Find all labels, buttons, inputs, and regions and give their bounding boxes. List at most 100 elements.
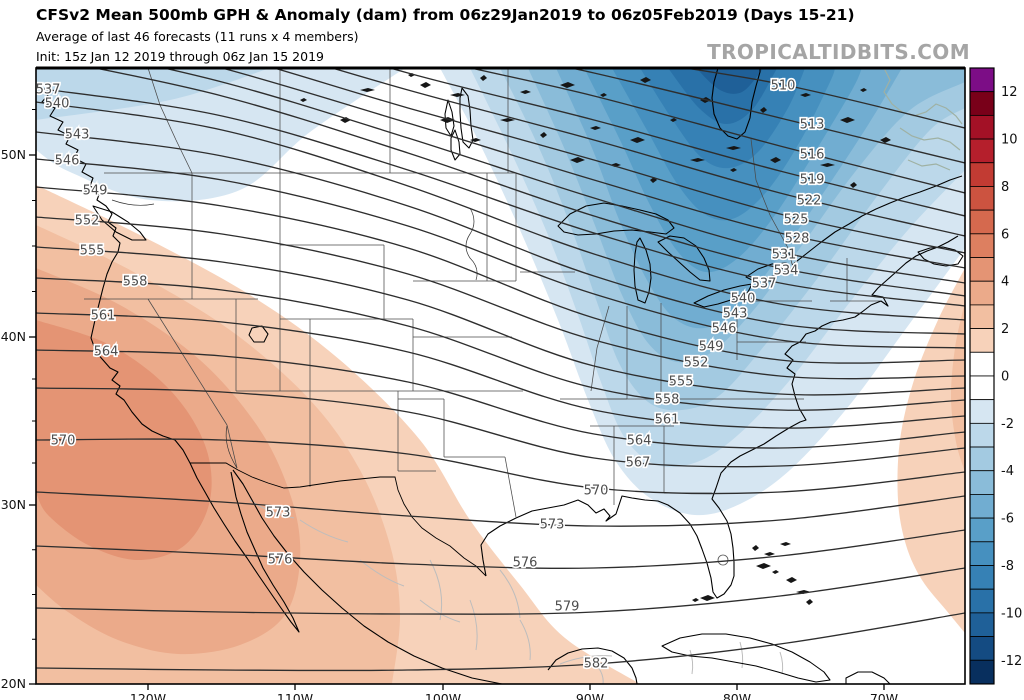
colorbar-cell [969,565,995,590]
colorbar-cell [969,422,995,448]
contour-552 [36,216,965,380]
colorbar-tick--4: -4 [1001,464,1014,479]
contour-label-540: 540 [731,292,756,307]
contour-525 [271,68,965,254]
contour-label-564: 564 [627,434,652,449]
contour-label-579: 579 [555,600,580,615]
watermark: TROPICALTIDBITS.COM [707,40,970,64]
lon-label-90W: 90W [576,691,604,700]
colorbar-cell [969,351,995,377]
colorbar-cell [969,186,995,211]
height-contours [36,68,965,672]
map-area: 5105135165195225255285315345375375405405… [36,68,965,684]
lon-label-120W: 120W [130,691,166,700]
colorbar-cell [969,375,995,401]
contour-558 [36,277,965,411]
contour-label-552: 552 [75,214,100,229]
colorbar-cell [969,399,995,424]
anomaly-region-nw-neg-2 [36,68,270,120]
colorbar-cell [969,138,995,164]
colorbar-cell [969,659,995,685]
axes: 50N 40N 30N 20N 120W 110W 100W 90W 80W 70W [1,109,898,700]
colorbar-tick-6: 6 [1001,227,1009,242]
contour-label-558: 558 [655,393,680,408]
contour-534 [92,68,965,297]
contour-label-525: 525 [784,213,809,228]
colorbar-cell [969,304,995,329]
colorbar-tick-4: 4 [1001,275,1009,290]
contour-label-573: 573 [540,518,565,533]
colorbar-cell [969,541,995,566]
contour-513 [568,68,965,164]
contour-531 [161,68,965,284]
page-title: CFSv2 Mean 500mb GPH & Anomaly (dam) fro… [36,6,855,24]
contour-516 [467,68,965,194]
contour-label-570: 570 [584,484,609,499]
anomaly-region-pos-4 [36,320,212,560]
contour-546 [36,158,965,349]
contour-label-555: 555 [669,375,694,390]
colorbar-tick-12: 12 [1001,85,1018,100]
anomaly-region-atlantic-pos-2 [950,302,965,472]
colorbar: 12 10 8 6 4 2 0 -2 -4 -6 -8 -10 -12 [969,67,1022,685]
contour-label-549: 549 [699,340,724,355]
colorbar-cell [969,67,995,93]
contour-543 [36,131,965,335]
contour-label-564: 564 [94,345,119,360]
subtitle: Average of last 46 forecasts (11 runs x … [36,29,359,44]
contour-label-531: 531 [772,248,797,263]
geography [36,68,964,684]
contour-label-576: 576 [268,553,293,568]
colorbar-cell [969,257,995,282]
contour-label-534: 534 [774,264,799,279]
colorbar-cell [969,209,995,235]
contour-582 [36,612,965,672]
colorbar-cell [969,494,995,519]
colorbar-cell [969,114,995,140]
contour-label-543: 543 [723,307,748,322]
colorbar-tick-10: 10 [1001,133,1018,148]
colorbar-cell [969,446,995,472]
contour-label-546: 546 [712,322,737,337]
contour-label-558: 558 [123,275,148,290]
init-line: Init: 15z Jan 12 2019 through 06z Jan 15… [36,49,324,64]
contour-573 [36,491,965,527]
contour-label-510: 510 [771,79,796,94]
contour-label-528: 528 [785,232,810,247]
contour-510 [681,68,965,129]
contour-labels: 5105135165195225255285315345375375405405… [36,77,826,673]
colorbar-tick--12: -12 [1001,654,1022,669]
contour-567 [36,387,965,468]
contour-label-513: 513 [800,118,825,133]
contour-561 [36,312,965,429]
colorbar-cell [969,470,995,495]
contour-555 [36,246,965,396]
contour-537 [36,87,965,307]
lon-label-110W: 110W [277,691,313,700]
contour-label-552: 552 [684,356,709,371]
contour-label-537: 537 [752,277,777,292]
anomaly-shading [36,68,965,684]
contour-label-555: 555 [80,244,105,259]
contour-label-516: 516 [800,148,825,163]
colorbar-cell [969,280,995,306]
contour-label-537: 537 [36,83,61,98]
contour-522 [329,68,965,237]
contour-579 [36,567,965,615]
colorbar-cell [969,588,995,614]
anomaly-region-atlantic-pos-1 [897,268,965,633]
contour-label-567: 567 [626,456,651,471]
contour-564 [36,349,965,449]
contour-549 [36,186,965,364]
contour-label-543: 543 [65,128,90,143]
colorbar-tick--6: -6 [1001,512,1014,527]
contour-label-549: 549 [83,184,108,199]
lon-label-80W: 80W [723,691,751,700]
contour-528 [219,68,965,269]
colorbar-cell [969,636,995,661]
contour-label-546: 546 [55,154,80,169]
colorbar-tick--2: -2 [1001,417,1014,432]
colorbar-cell [969,162,995,187]
colorbar-cell [969,91,995,116]
